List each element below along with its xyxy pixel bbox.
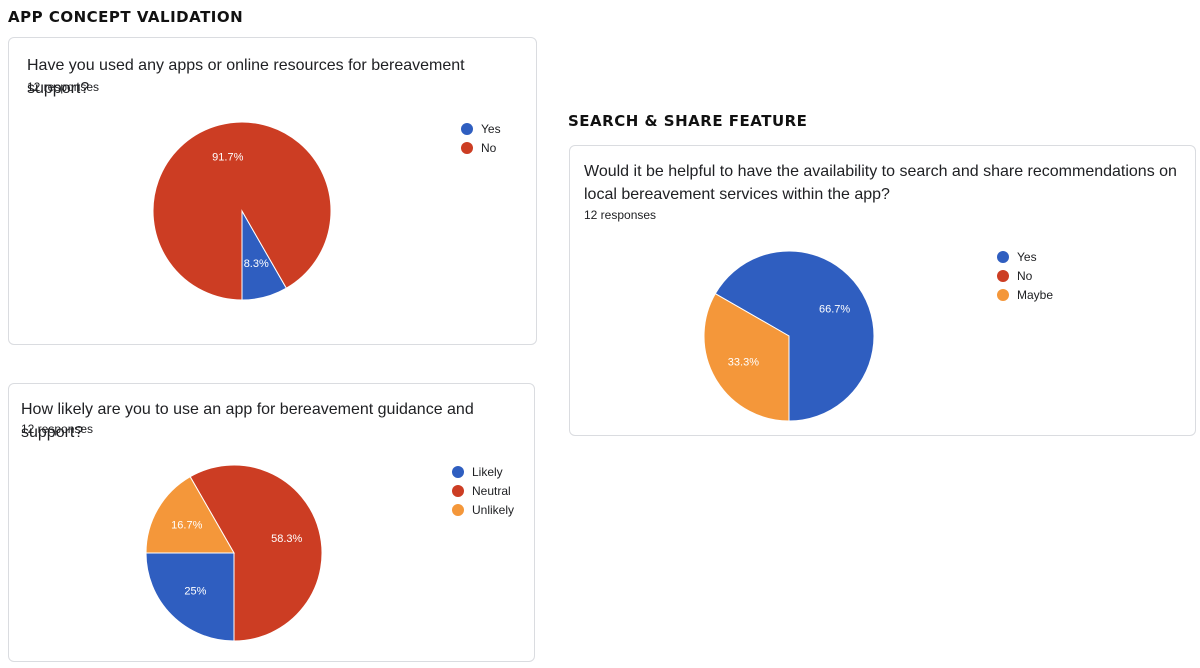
legend-label: No bbox=[481, 140, 497, 155]
legend-label: Neutral bbox=[472, 483, 511, 498]
legend-label: No bbox=[1017, 268, 1033, 283]
response-count: 12 responses bbox=[27, 80, 100, 94]
legend-item-yes: Yes bbox=[461, 119, 501, 138]
pie-slice-no bbox=[152, 121, 332, 301]
card-title: Have you used any apps or online resourc… bbox=[27, 57, 465, 97]
pie-slice-likely bbox=[145, 552, 235, 642]
pie-slice-yes bbox=[714, 250, 875, 422]
chart-card-likelihood: How likely are you to use an app for ber… bbox=[8, 383, 535, 662]
response-count: 12 responses bbox=[584, 208, 657, 222]
legend-label: Likely bbox=[472, 464, 503, 479]
legend-swatch bbox=[452, 503, 464, 516]
card-title: Would it be helpful to have the availabi… bbox=[584, 163, 1177, 203]
chart-legend: Yes No bbox=[461, 119, 501, 157]
chart-legend: Likely Neutral Unlikely bbox=[452, 462, 514, 519]
legend-swatch bbox=[461, 122, 473, 135]
legend-swatch bbox=[997, 250, 1009, 263]
slice-label-neutral: 58.3% bbox=[271, 533, 302, 545]
legend-label: Yes bbox=[1017, 249, 1037, 264]
chart-card-search-share: Would it be helpful to have the availabi… bbox=[569, 145, 1196, 436]
legend-item-no: No bbox=[461, 138, 501, 157]
pie-chart: 66.7% 33.3% bbox=[703, 250, 875, 422]
legend-swatch bbox=[452, 465, 464, 478]
pie-slice-maybe bbox=[703, 292, 790, 422]
legend-item-neutral: Neutral bbox=[452, 481, 514, 500]
slice-label-maybe: 33.3% bbox=[728, 356, 759, 368]
slice-label-no: 91.7% bbox=[212, 152, 243, 164]
legend-label: Maybe bbox=[1017, 287, 1054, 302]
legend-item-yes: Yes bbox=[997, 247, 1053, 266]
slice-label-unlikely: 16.7% bbox=[171, 520, 202, 532]
legend-swatch bbox=[997, 288, 1009, 301]
legend-item-no: No bbox=[997, 266, 1053, 285]
slice-label-yes: 8.3% bbox=[244, 258, 269, 270]
slice-label-yes: 66.7% bbox=[819, 304, 850, 316]
slice-label-likely: 25% bbox=[184, 585, 206, 597]
pie-chart: 8.3% 91.7% bbox=[152, 121, 332, 301]
legend-item-likely: Likely bbox=[452, 462, 514, 481]
legend-label: Yes bbox=[481, 121, 501, 136]
legend-swatch bbox=[461, 141, 473, 154]
chart-legend: Yes No Maybe bbox=[997, 247, 1053, 304]
legend-item-unlikely: Unlikely bbox=[452, 500, 514, 519]
legend-label: Unlikely bbox=[472, 502, 515, 517]
legend-swatch bbox=[997, 269, 1009, 282]
response-count: 12 responses bbox=[21, 422, 94, 436]
chart-card-used-apps: Have you used any apps or online resourc… bbox=[8, 37, 537, 345]
card-title: How likely are you to use an app for ber… bbox=[21, 401, 474, 441]
pie-slice-unlikely bbox=[145, 476, 235, 554]
legend-swatch bbox=[452, 484, 464, 497]
pie-slice-neutral bbox=[189, 464, 323, 642]
legend-item-maybe: Maybe bbox=[997, 285, 1053, 304]
pie-chart: 25% 58.3% 16.7% bbox=[145, 464, 323, 642]
section-heading-search-share: SEARCH & SHARE FEATURE bbox=[568, 112, 808, 130]
section-heading-app-concept: APP CONCEPT VALIDATION bbox=[8, 8, 244, 26]
